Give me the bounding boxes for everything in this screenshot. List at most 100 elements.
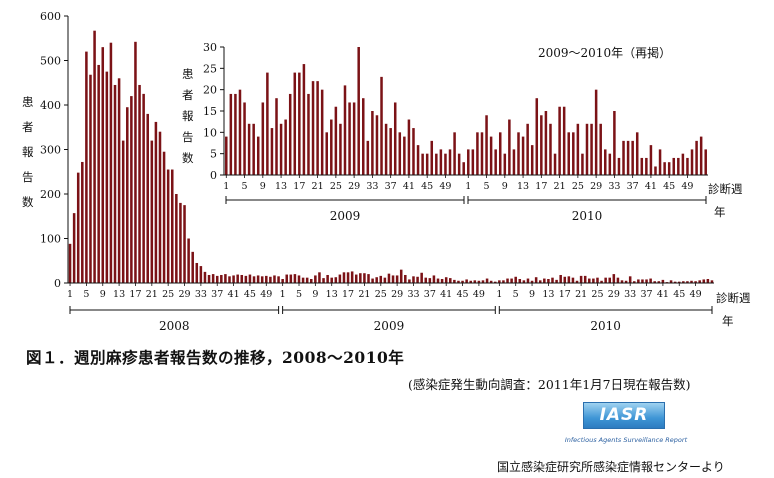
figure-caption: 図１．週別麻疹患者報告数の推移，2008～2010年 bbox=[26, 348, 405, 367]
bar bbox=[326, 274, 329, 283]
bar bbox=[146, 113, 149, 284]
inset-ylabel: 患者報告数 bbox=[182, 67, 194, 165]
bar bbox=[448, 149, 452, 175]
x-tick-label: 21 bbox=[312, 181, 324, 192]
y-tick-label: 15 bbox=[203, 105, 217, 118]
bar bbox=[535, 98, 539, 175]
bar bbox=[613, 111, 616, 175]
x-tick-label: 17 bbox=[535, 181, 547, 192]
bar bbox=[702, 279, 706, 283]
x-tick-label: 13 bbox=[517, 181, 529, 192]
bar bbox=[305, 277, 309, 283]
bar bbox=[669, 280, 673, 283]
bar bbox=[489, 136, 493, 175]
bar bbox=[236, 274, 239, 283]
bar bbox=[658, 149, 662, 175]
bar bbox=[530, 145, 534, 175]
bar bbox=[142, 93, 145, 284]
y-tick-label: 300 bbox=[40, 144, 61, 157]
x-tick-label: 1 bbox=[496, 289, 502, 300]
y-tick-label: 100 bbox=[40, 233, 61, 246]
inset-title: 2009～2010年（再掲） bbox=[538, 45, 671, 60]
bar bbox=[307, 93, 310, 175]
bar bbox=[371, 278, 374, 283]
bar bbox=[506, 278, 509, 283]
bar bbox=[203, 271, 207, 284]
x-tick-label: 9 bbox=[260, 181, 266, 192]
bar bbox=[273, 275, 276, 283]
x-tick-label: 13 bbox=[542, 289, 554, 300]
bar bbox=[510, 278, 513, 283]
bar bbox=[461, 280, 464, 283]
bar bbox=[498, 280, 501, 283]
x-tick-label: 45 bbox=[663, 181, 675, 192]
bar bbox=[549, 123, 552, 175]
bar bbox=[608, 153, 612, 175]
year-label: 2009 bbox=[374, 319, 405, 333]
x-tick-label: 49 bbox=[439, 181, 451, 192]
bar bbox=[179, 202, 182, 283]
bar bbox=[604, 149, 607, 175]
bar bbox=[653, 281, 656, 283]
bar bbox=[211, 274, 215, 283]
y-tick-label: 25 bbox=[203, 62, 217, 75]
x-tick-label: 1 bbox=[223, 181, 229, 192]
bar bbox=[473, 280, 477, 283]
bar bbox=[544, 111, 548, 175]
bar bbox=[126, 107, 129, 283]
bar bbox=[663, 162, 666, 175]
bar bbox=[590, 123, 593, 175]
bar bbox=[637, 279, 640, 283]
bar bbox=[207, 274, 211, 283]
bar bbox=[383, 277, 387, 283]
bar bbox=[469, 280, 472, 283]
bar bbox=[551, 277, 554, 283]
bar bbox=[412, 128, 415, 175]
x-tick-label: 45 bbox=[421, 181, 433, 192]
x-tick-label: 29 bbox=[590, 181, 602, 192]
bar bbox=[517, 132, 520, 175]
bar bbox=[480, 132, 484, 175]
bar bbox=[330, 119, 333, 175]
inset-bars bbox=[225, 47, 707, 175]
bar bbox=[302, 64, 306, 175]
x-tick-label: 49 bbox=[681, 181, 693, 192]
bar bbox=[594, 89, 598, 175]
bar bbox=[330, 277, 333, 283]
bar bbox=[645, 279, 648, 283]
bar bbox=[334, 106, 338, 175]
bar bbox=[617, 157, 621, 175]
x-tick-label: 33 bbox=[608, 181, 620, 192]
x-tick-label: 37 bbox=[424, 289, 436, 300]
bar bbox=[430, 140, 434, 175]
bar bbox=[477, 280, 481, 283]
y-tick-label: 200 bbox=[40, 188, 61, 201]
bar bbox=[113, 84, 117, 283]
bar bbox=[631, 140, 634, 175]
bar bbox=[563, 276, 567, 283]
bar bbox=[399, 269, 403, 283]
bar bbox=[362, 98, 365, 175]
bar bbox=[686, 157, 689, 175]
x-tick-label: 13 bbox=[275, 181, 287, 192]
bar bbox=[416, 276, 419, 283]
bar bbox=[526, 278, 530, 283]
inset-year-brackets: 2009 2010 bbox=[225, 196, 707, 223]
bar bbox=[521, 136, 525, 175]
bar bbox=[269, 276, 272, 283]
main-x-axis: 1 5 9 13 17 21 25 29 33 37 41 45 49 1 5 9 13 17 21 25 29 33 37… bbox=[67, 282, 714, 300]
bar bbox=[387, 273, 391, 283]
bar bbox=[453, 132, 456, 175]
bar bbox=[199, 266, 203, 283]
bar bbox=[346, 272, 350, 283]
bar bbox=[559, 274, 562, 283]
main-xlabel-year: 年 bbox=[722, 314, 734, 328]
inset-xlabel: 診断週 bbox=[708, 182, 743, 196]
bar bbox=[698, 280, 701, 283]
bar bbox=[508, 119, 511, 175]
bar bbox=[530, 280, 534, 283]
credit-line: 国立感染症研究所感染症情報センターより bbox=[497, 460, 725, 474]
source-note: (感染症発生動向調査：2011年1月7日現在報告数) bbox=[408, 377, 691, 392]
bar bbox=[244, 275, 248, 283]
